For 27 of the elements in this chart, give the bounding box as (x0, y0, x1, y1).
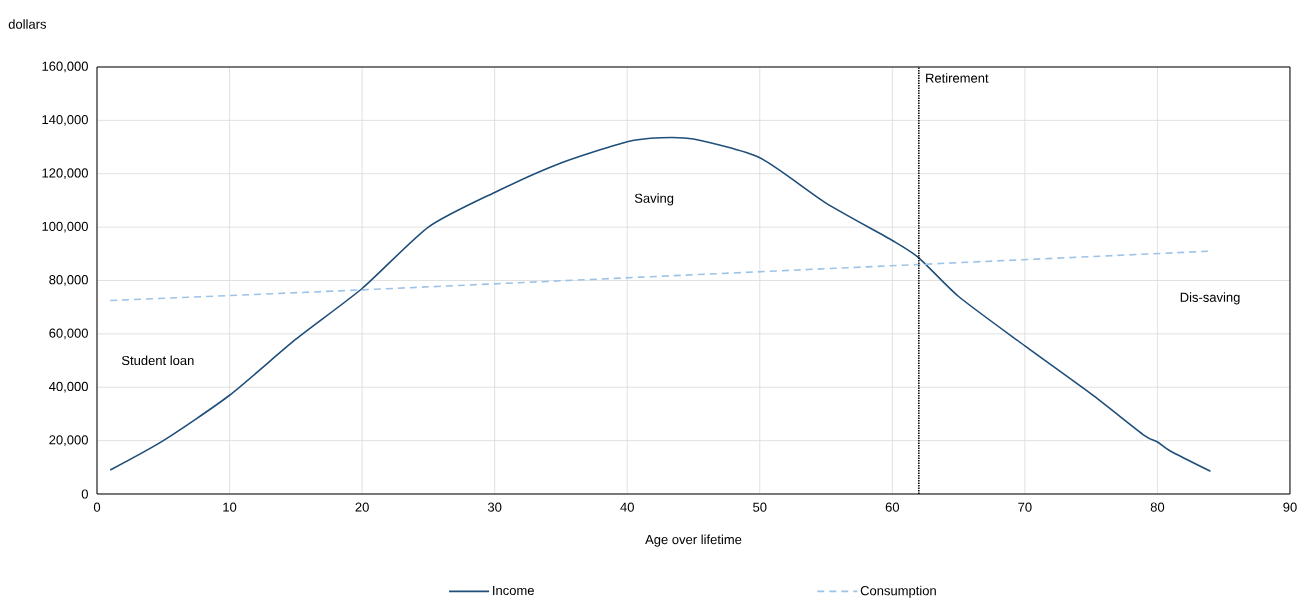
x-tick-label: 30 (487, 502, 502, 512)
annotation: Dis-saving (1180, 292, 1240, 305)
legend-label: Income (493, 585, 534, 596)
y-tick-label: 20,000 (49, 435, 88, 446)
annotation: Saving (634, 193, 674, 206)
x-tick-label: 60 (885, 502, 900, 512)
x-axis-title: Age over lifetime (645, 534, 742, 547)
x-tick-label: 10 (223, 502, 237, 512)
y-axis-title: dollars (8, 19, 47, 29)
annotation: Student loan (121, 355, 194, 366)
ref-line-label: Retirement (926, 73, 989, 83)
x-tick-label: 50 (753, 502, 767, 512)
y-tick-label: 160,000 (42, 61, 88, 73)
y-tick-label: 140,000 (42, 114, 88, 126)
legend-label: Consumption (860, 585, 936, 598)
y-tick-label: 120,000 (42, 168, 88, 180)
x-tick-label: 70 (1018, 502, 1032, 512)
x-tick-label: 40 (620, 502, 634, 512)
y-tick-label: 0 (81, 489, 88, 499)
y-tick-label: 100,000 (42, 221, 88, 233)
x-tick-label: 90 (1283, 502, 1297, 512)
x-tick-label: 20 (355, 502, 369, 512)
y-tick-label: 80,000 (49, 275, 88, 286)
x-tick-label: 80 (1150, 502, 1165, 512)
y-tick-label: 60,000 (49, 328, 88, 340)
y-tick-label: 40,000 (49, 381, 88, 393)
x-tick-label: 0 (93, 502, 101, 512)
